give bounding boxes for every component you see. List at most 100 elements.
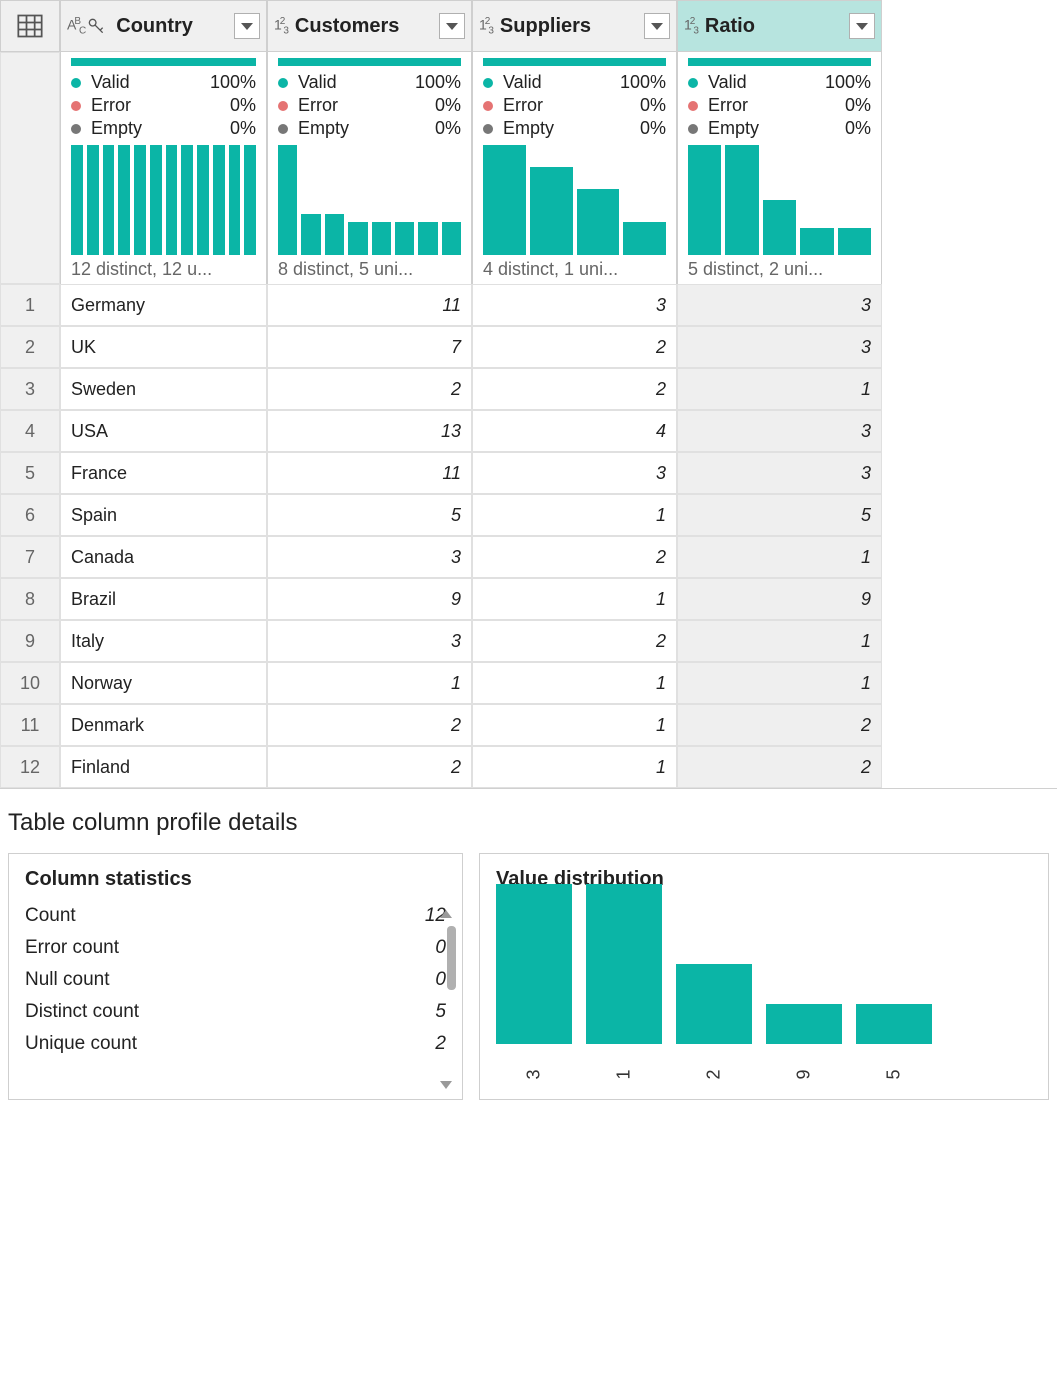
table-cell[interactable]: Sweden — [60, 368, 267, 410]
table-cell[interactable]: 1 — [472, 704, 677, 746]
row-index[interactable]: 10 — [0, 662, 60, 704]
table-cell[interactable]: 4 — [472, 410, 677, 452]
table-cell[interactable]: 3 — [677, 284, 882, 326]
table-cell[interactable]: 2 — [267, 746, 472, 788]
table-cell[interactable]: 13 — [267, 410, 472, 452]
table-cell[interactable]: 3 — [677, 410, 882, 452]
table-cell[interactable]: 2 — [677, 746, 882, 788]
table-cell[interactable]: Spain — [60, 494, 267, 536]
table-cell[interactable]: 3 — [267, 620, 472, 662]
column-quality-cell: Valid100%Error0%Empty0%8 distinct, 5 uni… — [267, 52, 472, 284]
table-cell[interactable]: 1 — [472, 578, 677, 620]
table-cell[interactable]: 9 — [267, 578, 472, 620]
table-cell[interactable]: 3 — [267, 536, 472, 578]
table-cell[interactable]: 2 — [472, 368, 677, 410]
table-cell[interactable]: 1 — [677, 536, 882, 578]
table-icon[interactable] — [0, 0, 60, 52]
column-distribution-mini-chart[interactable] — [688, 145, 871, 255]
table-cell[interactable]: USA — [60, 410, 267, 452]
table-cell[interactable]: 5 — [267, 494, 472, 536]
table-cell[interactable]: Canada — [60, 536, 267, 578]
column-header-suppliers[interactable]: 123Suppliers — [472, 0, 677, 52]
empty-dot-icon — [71, 124, 81, 134]
scroll-down-icon[interactable] — [440, 1081, 452, 1089]
column-dropdown-icon[interactable] — [234, 13, 260, 39]
table-cell[interactable]: 2 — [267, 368, 472, 410]
column-header-label: Country — [116, 15, 193, 38]
stat-row: Count12 — [25, 905, 446, 927]
table-cell[interactable]: Finland — [60, 746, 267, 788]
table-cell[interactable]: 7 — [267, 326, 472, 368]
scroll-up-icon[interactable] — [440, 910, 452, 918]
column-header-label: Customers — [295, 15, 399, 38]
column-header-country[interactable]: ABCCountry — [60, 0, 267, 52]
column-dropdown-icon[interactable] — [439, 13, 465, 39]
table-cell[interactable]: 1 — [677, 662, 882, 704]
stat-label: Distinct count — [25, 1001, 139, 1023]
table-cell[interactable]: 1 — [267, 662, 472, 704]
distribution-bar[interactable]: 2 — [676, 964, 752, 1085]
row-index[interactable]: 4 — [0, 410, 60, 452]
row-index[interactable]: 12 — [0, 746, 60, 788]
table-cell[interactable]: 1 — [677, 620, 882, 662]
error-label: Error — [708, 95, 748, 116]
distribution-bar[interactable]: 1 — [586, 884, 662, 1085]
table-cell[interactable]: 2 — [472, 620, 677, 662]
row-index[interactable]: 11 — [0, 704, 60, 746]
column-distribution-mini-chart[interactable] — [278, 145, 461, 255]
table-cell[interactable]: Denmark — [60, 704, 267, 746]
column-header-customers[interactable]: 123Customers — [267, 0, 472, 52]
table-cell[interactable]: Brazil — [60, 578, 267, 620]
table-cell[interactable]: 9 — [677, 578, 882, 620]
empty-percent: 0% — [845, 118, 871, 139]
valid-dot-icon — [278, 78, 288, 88]
table-cell[interactable]: 5 — [677, 494, 882, 536]
scrollbar-thumb[interactable] — [447, 926, 456, 990]
table-cell[interactable]: 2 — [472, 536, 677, 578]
table-cell[interactable]: 3 — [472, 452, 677, 494]
stat-row: Error count0 — [25, 937, 446, 959]
table-cell[interactable]: Italy — [60, 620, 267, 662]
table-cell[interactable]: Germany — [60, 284, 267, 326]
stat-label: Count — [25, 905, 76, 927]
table-cell[interactable]: 1 — [677, 368, 882, 410]
row-index[interactable]: 8 — [0, 578, 60, 620]
table-cell[interactable]: 11 — [267, 452, 472, 494]
table-cell[interactable]: 1 — [472, 494, 677, 536]
column-header-label: Ratio — [705, 15, 755, 38]
column-header-ratio[interactable]: 123Ratio — [677, 0, 882, 52]
table-cell[interactable]: 1 — [472, 662, 677, 704]
table-cell[interactable]: 3 — [472, 284, 677, 326]
table-cell[interactable]: 11 — [267, 284, 472, 326]
table-cell[interactable]: UK — [60, 326, 267, 368]
column-dropdown-icon[interactable] — [644, 13, 670, 39]
row-index[interactable]: 2 — [0, 326, 60, 368]
stat-value: 2 — [435, 1033, 446, 1055]
table-cell[interactable]: 3 — [677, 452, 882, 494]
table-cell[interactable]: 1 — [472, 746, 677, 788]
row-index[interactable]: 7 — [0, 536, 60, 578]
column-dropdown-icon[interactable] — [849, 13, 875, 39]
row-index[interactable]: 1 — [0, 284, 60, 326]
empty-percent: 0% — [230, 118, 256, 139]
row-index[interactable]: 9 — [0, 620, 60, 662]
valid-percent: 100% — [825, 72, 871, 93]
table-cell[interactable]: 2 — [267, 704, 472, 746]
error-label: Error — [298, 95, 338, 116]
distribution-bar[interactable]: 5 — [856, 1004, 932, 1085]
empty-label: Empty — [298, 118, 349, 139]
quality-bar — [71, 58, 256, 66]
table-cell[interactable]: Norway — [60, 662, 267, 704]
distribution-bar[interactable]: 9 — [766, 1004, 842, 1085]
table-cell[interactable]: 3 — [677, 326, 882, 368]
table-cell[interactable]: 2 — [472, 326, 677, 368]
column-distribution-mini-chart[interactable] — [71, 145, 256, 255]
column-distribution-mini-chart[interactable] — [483, 145, 666, 255]
distribution-bar[interactable]: 3 — [496, 884, 572, 1085]
row-index[interactable]: 3 — [0, 368, 60, 410]
quality-bar — [483, 58, 666, 66]
table-cell[interactable]: 2 — [677, 704, 882, 746]
row-index[interactable]: 6 — [0, 494, 60, 536]
table-cell[interactable]: France — [60, 452, 267, 494]
row-index[interactable]: 5 — [0, 452, 60, 494]
